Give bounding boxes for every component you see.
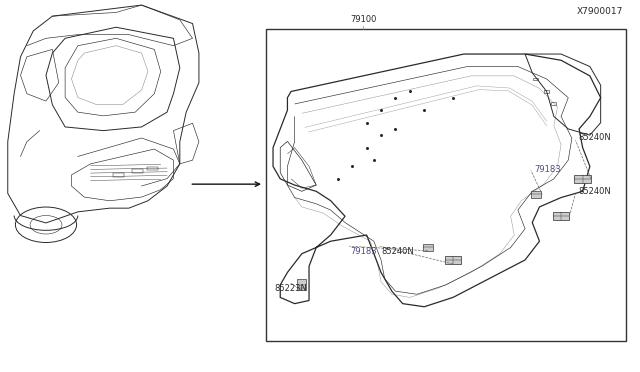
Bar — [266, 29, 626, 341]
Text: 85240N: 85240N — [579, 187, 611, 196]
Text: 85240N: 85240N — [579, 133, 611, 142]
Bar — [574, 175, 591, 183]
Bar — [533, 77, 538, 80]
Text: 79183: 79183 — [534, 165, 561, 174]
Bar — [423, 244, 433, 251]
Bar — [531, 191, 541, 198]
Bar — [298, 279, 307, 291]
Text: 85240N: 85240N — [381, 247, 414, 256]
Text: 85223N: 85223N — [275, 284, 307, 293]
Bar — [445, 256, 461, 264]
Bar — [113, 173, 124, 177]
Bar — [147, 167, 158, 170]
Text: 79100: 79100 — [350, 15, 376, 24]
Bar — [132, 169, 143, 173]
Text: X7900017: X7900017 — [576, 7, 623, 16]
Bar — [544, 90, 549, 93]
Bar — [551, 102, 556, 105]
Text: 79183: 79183 — [351, 247, 377, 256]
Bar — [553, 212, 570, 220]
